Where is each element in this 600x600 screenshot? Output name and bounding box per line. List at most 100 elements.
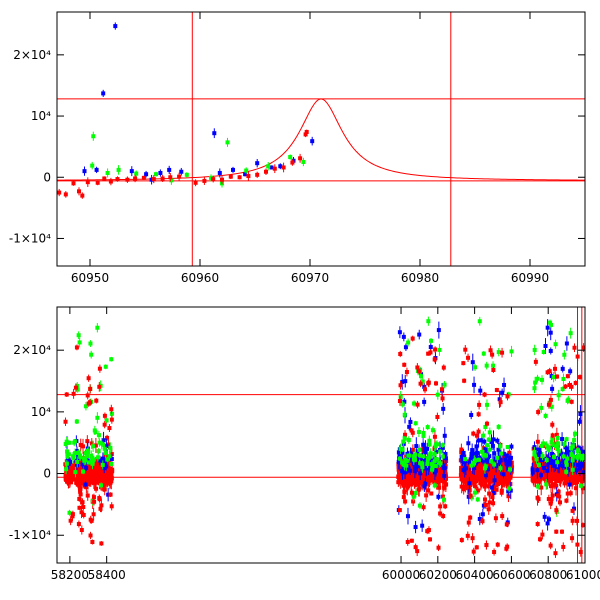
cloud-red-out-2036 <box>491 501 496 506</box>
cloud-red-1838 <box>467 473 472 478</box>
cloud-red-out-2028 <box>471 431 476 436</box>
cloud-blue-1241 <box>400 469 405 474</box>
cloud-blue-1984 <box>460 459 465 464</box>
cloud-red-out-2025 <box>477 402 482 407</box>
cloud-green-553 <box>102 446 107 451</box>
point-blue-8 <box>179 169 184 174</box>
point-blue-2 <box>82 169 87 174</box>
cloud-green-1308 <box>417 447 422 452</box>
cloud-red-1891 <box>505 470 510 475</box>
cloud-blue-1229 <box>423 481 428 486</box>
cloud-blue-1916 <box>470 360 475 365</box>
cloud-red-out-1372 <box>401 495 406 500</box>
point-green-6 <box>169 178 174 183</box>
cloud-green-587 <box>77 340 82 345</box>
cloud-green-2001 <box>508 467 513 472</box>
cloud-green-1999 <box>506 392 511 397</box>
cloud-red-out-1350 <box>443 504 448 509</box>
cloud-red-out-648 <box>94 398 99 403</box>
cloud-red-out-1339 <box>403 499 408 504</box>
cloud-red-1845 <box>471 477 476 482</box>
cloud-red-1636 <box>461 487 466 492</box>
cloud-red-out-633 <box>74 345 79 350</box>
point-red-11 <box>133 176 138 181</box>
cloud-red-1881 <box>488 474 493 479</box>
cloud-blue-1923 <box>479 438 484 443</box>
point-blue-18 <box>243 172 248 177</box>
cloud-red-1149 <box>434 473 439 478</box>
cloud-red-out-619 <box>91 495 96 500</box>
cloud-red-1109 <box>422 464 427 469</box>
cloud-red-out-1374 <box>409 490 414 495</box>
cloud-red-2067 <box>562 481 567 486</box>
cloud-blue-1216 <box>396 450 401 455</box>
cloud-red-out-2043 <box>482 497 487 502</box>
cloud-red-out-2059 <box>471 549 476 554</box>
cloud-blue-1220 <box>433 449 438 454</box>
cloud-green-1991 <box>492 462 497 467</box>
y-tick-label-0-3: 2×10⁴ <box>13 48 51 62</box>
point-red-5 <box>85 180 90 185</box>
cloud-green-600 <box>105 457 110 462</box>
cloud-green-1323 <box>426 456 431 461</box>
cloud-red-out-2061 <box>500 514 505 519</box>
cloud-blue-1897 <box>491 437 496 442</box>
cloud-red-509 <box>91 471 96 476</box>
cloud-red-1884 <box>489 464 494 469</box>
cloud-red-out-616 <box>78 492 83 497</box>
cloud-red-out-638 <box>71 391 76 396</box>
cloud-red-out-628 <box>107 426 112 431</box>
cloud-red-out-1356 <box>439 387 444 392</box>
point-red-31 <box>304 129 309 134</box>
cloud-red-1827 <box>506 494 511 499</box>
cloud-green-1332 <box>427 442 432 447</box>
cloud-green-2017 <box>507 486 512 491</box>
cloud-blue-1967 <box>459 454 464 459</box>
cloud-blue-527 <box>102 466 107 471</box>
point-blue-0 <box>101 91 106 96</box>
cloud-red-1020 <box>416 481 421 486</box>
point-blue-9 <box>212 131 217 136</box>
point-red-3 <box>77 189 81 194</box>
point-red-12 <box>141 175 146 180</box>
cloud-red-out-2030 <box>500 350 505 355</box>
cloud-red-1865 <box>498 475 503 480</box>
point-red-26 <box>272 166 277 171</box>
cloud-red-1092 <box>425 473 430 478</box>
cloud-green-1310 <box>433 444 438 449</box>
cloud-blue-1904 <box>508 488 513 493</box>
cloud-blue-1180 <box>408 468 413 473</box>
cloud-green-2006 <box>487 447 492 452</box>
cloud-red-492 <box>74 477 79 482</box>
point-red-7 <box>102 176 107 181</box>
cloud-green-1307 <box>401 439 406 444</box>
cloud-green-552 <box>85 454 90 459</box>
cloud-red-103 <box>105 435 110 440</box>
point-green-4 <box>134 171 139 176</box>
cloud-green-1291 <box>402 412 407 417</box>
cloud-blue-1246 <box>415 458 420 463</box>
cloud-green-586 <box>76 450 81 455</box>
cloud-green-1311 <box>405 458 410 463</box>
cloud-red-2293 <box>550 493 555 498</box>
cloud-red-1830 <box>486 507 491 512</box>
cloud-red-28 <box>79 510 84 515</box>
cloud-blue-1981 <box>461 468 466 473</box>
cloud-red-1136 <box>420 479 425 484</box>
cloud-red-902 <box>434 466 439 471</box>
point-blue-6 <box>158 170 163 175</box>
cloud-green-1293 <box>400 447 405 452</box>
cloud-red-out-2055 <box>485 421 490 426</box>
cloud-green-1299 <box>417 503 422 508</box>
cloud-blue-530 <box>109 457 114 462</box>
cloud-green-595 <box>72 440 77 445</box>
cloud-blue-1976 <box>469 451 474 456</box>
cloud-red-186 <box>78 480 83 485</box>
cloud-green-1275 <box>428 454 433 459</box>
cloud-green-583 <box>96 433 101 438</box>
cloud-red-2380 <box>551 483 556 488</box>
point-red-19 <box>211 177 216 182</box>
cloud-red-out-643 <box>70 512 75 517</box>
cloud-red-1663 <box>466 520 471 525</box>
cloud-blue-1920 <box>476 438 481 443</box>
